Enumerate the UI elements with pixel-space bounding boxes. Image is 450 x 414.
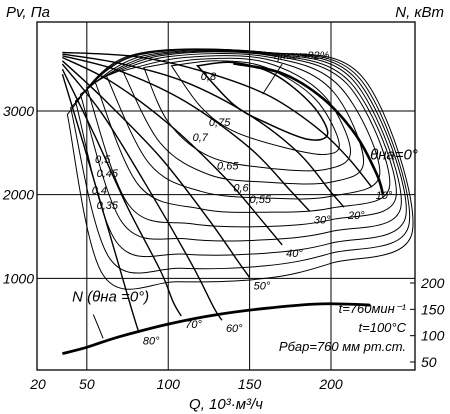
efficiency-label: 0,55 (250, 194, 272, 206)
x-tick-label: 200 (318, 376, 343, 392)
x-tick-label: 50 (79, 376, 95, 392)
annotation-temperature: t=100°C (359, 320, 407, 335)
x-axis-title: Q, 10³·м³/ч (189, 396, 263, 413)
x-tick-label: 150 (238, 376, 262, 392)
efficiency-label: 0,45 (97, 168, 119, 180)
envelope-label: θна=0° (370, 147, 418, 164)
pressure-curve (62, 53, 345, 208)
y-tick-label: 2000 (2, 187, 34, 203)
efficiency-curve (121, 55, 365, 185)
power-tick-label: 200 (420, 275, 445, 291)
eta-max-label: ηmax=82% (274, 50, 330, 62)
tick-labels: 20 50 100 150 200 1000 2000 3000 50 100 150 200 (2, 103, 445, 392)
pressure-curve (61, 73, 140, 333)
efficiency-curve (94, 51, 391, 213)
efficiency-curves (66, 48, 414, 290)
pressure-curve (61, 63, 223, 321)
x-tick-label: 100 (157, 376, 181, 392)
right-axis-title: N, кВт (395, 4, 444, 21)
blade-angle-label: 40° (286, 248, 303, 260)
blade-angle-label: 80° (143, 336, 160, 348)
pressure-curve (62, 55, 311, 212)
efficiency-label: 0,65 (217, 161, 239, 173)
power-curve-group (62, 302, 371, 355)
efficiency-curve (79, 49, 402, 242)
efficiency-label: 0,6 (233, 182, 249, 194)
efficiency-label: 0,7 (193, 132, 209, 144)
blade-angle-label: 60° (226, 323, 243, 335)
pressure-curve (61, 60, 251, 278)
pressure-curve (61, 68, 182, 317)
y-tick-label: 1000 (3, 270, 34, 286)
blade-angle-label: 30° (314, 214, 331, 226)
efficiency-label: 0,8 (201, 71, 217, 83)
power-curve (62, 302, 371, 355)
eta-max-leader (262, 63, 283, 95)
efficiency-curve (143, 57, 352, 172)
grid-lines (37, 22, 415, 370)
blade-angle-label: 10° (376, 190, 393, 202)
plot-area-frame (36, 21, 416, 371)
pressure-curves (61, 51, 385, 333)
power-curve-label: N (θна =0°) (72, 288, 149, 305)
x-tick-label: 20 (29, 376, 46, 392)
pressure-curve (62, 56, 283, 246)
efficiency-label: 0,4 (92, 185, 107, 197)
envelope-curve (233, 62, 385, 196)
power-tick-label: 100 (421, 328, 445, 344)
power-label-leader (92, 314, 104, 339)
annotation-speed: t=760мин⁻¹ (339, 301, 407, 316)
efficiency-label: 0,5 (95, 154, 111, 166)
efficiency-label: 0,35 (97, 200, 119, 212)
efficiency-curve (86, 50, 397, 228)
y-tick-label: 3000 (3, 103, 34, 119)
efficiency-label: 0,75 (209, 117, 231, 129)
blade-angle-label: 50° (254, 280, 271, 292)
efficiency-curve (170, 60, 340, 156)
power-tick-label: 50 (421, 354, 437, 370)
curve-labels: 0,8 0,750,7 0,65 0,60,55 0,5 0,45 0,4 0,35 ηmax=… (72, 50, 418, 348)
blade-angle-label: 20° (347, 210, 365, 222)
left-axis-title: Pv, Па (6, 4, 50, 21)
pressure-curve (62, 51, 373, 188)
efficiency-curve (105, 53, 381, 200)
annotation-pressure: Рбар=760 мм рт.ст. (279, 339, 406, 354)
power-tick-label: 150 (421, 301, 445, 317)
blade-angle-label: 70° (185, 319, 202, 331)
